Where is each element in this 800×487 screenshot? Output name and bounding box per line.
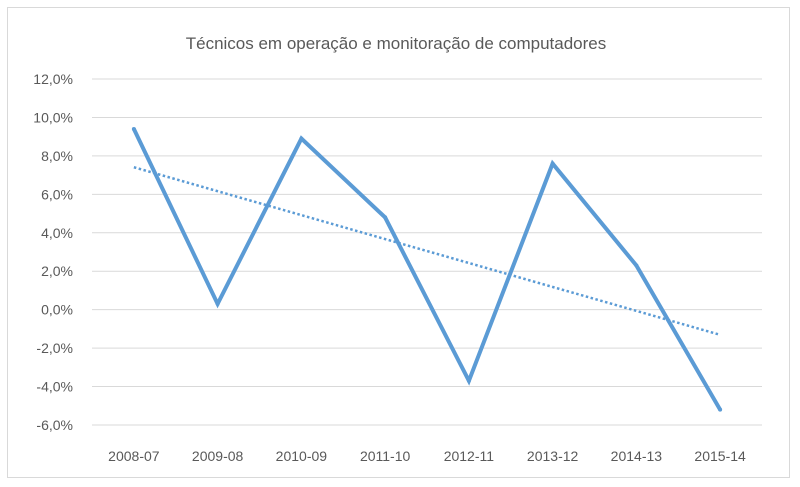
y-tick-label: 0,0%: [41, 302, 73, 318]
x-tick-label: 2015-14: [694, 448, 746, 464]
x-axis-ticks: 2008-07 2009-08 2010-09 2011-10 2012-11 2013-…: [108, 448, 746, 464]
y-tick-label: -6,0%: [36, 417, 73, 433]
data-point: [550, 161, 555, 166]
data-point: [383, 215, 388, 220]
y-tick-label: 10,0%: [33, 109, 73, 125]
y-tick-label: -2,0%: [36, 340, 73, 356]
x-tick-label: 2009-08: [192, 448, 244, 464]
x-tick-label: 2013-12: [527, 448, 579, 464]
data-point: [634, 263, 639, 268]
trendline: [133, 166, 721, 337]
data-point: [215, 301, 220, 306]
y-tick-label: -4,0%: [36, 379, 73, 395]
x-tick-label: 2014-13: [611, 448, 663, 464]
x-tick-label: 2008-07: [108, 448, 160, 464]
data-point: [718, 407, 723, 412]
x-tick-label: 2012-11: [444, 448, 495, 464]
trendline-layer: [133, 166, 721, 337]
y-tick-label: 6,0%: [41, 186, 73, 202]
data-point: [131, 126, 136, 131]
gridlines: [92, 78, 762, 426]
x-tick-label: 2010-09: [276, 448, 328, 464]
chart-title: Técnicos em operação e monitoração de co…: [186, 34, 607, 53]
series-layer: [131, 126, 723, 412]
y-tick-label: 8,0%: [41, 148, 73, 164]
data-point: [299, 136, 304, 141]
data-point: [466, 378, 471, 383]
y-axis-ticks: 12,0% 10,0% 8,0% 6,0% 4,0% 2,0% 0,0% -2,0% -4,0%…: [33, 71, 73, 433]
series-line: [132, 128, 722, 411]
x-tick-label: 2011-10: [360, 448, 411, 464]
y-tick-label: 4,0%: [41, 225, 73, 241]
y-tick-label: 12,0%: [33, 71, 73, 87]
y-tick-label: 2,0%: [41, 263, 73, 279]
